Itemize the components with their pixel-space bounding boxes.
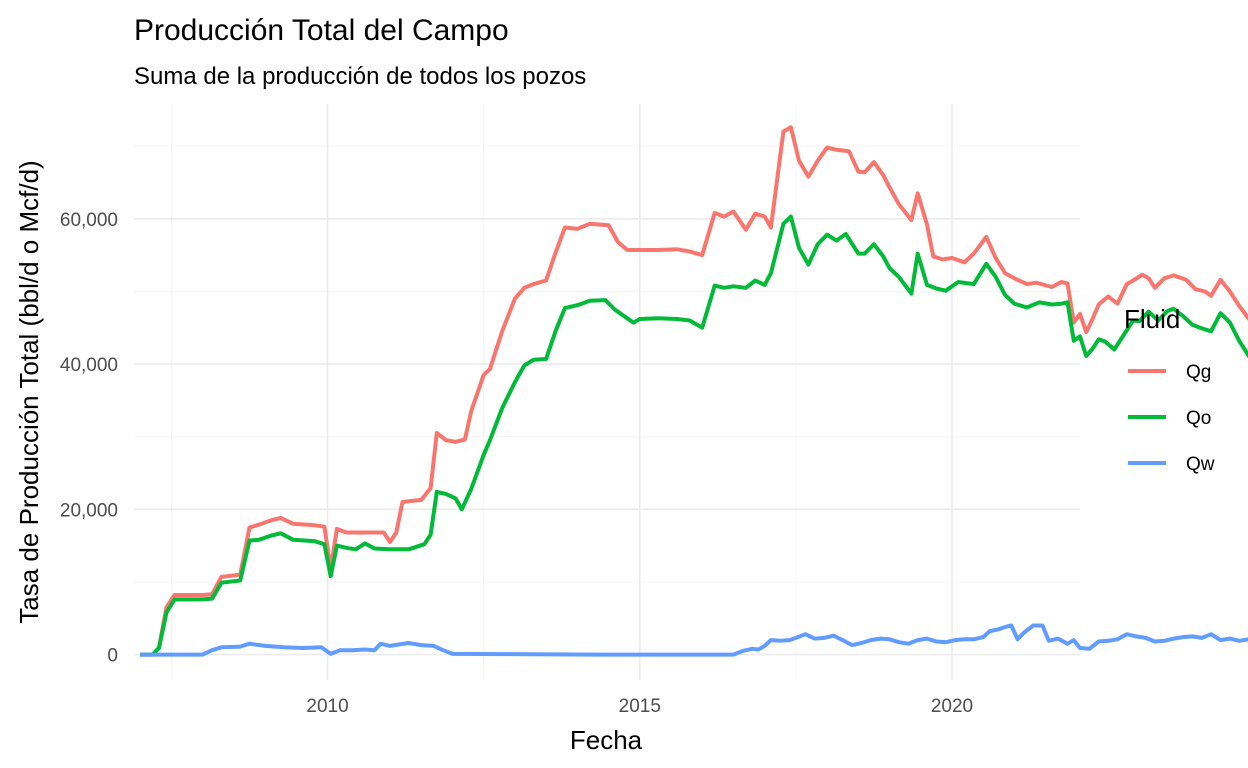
y-axis-title: Tasa de Producción Total (bbl/d o Mcf/d) [14, 160, 44, 623]
legend-label-qw: Qw [1186, 454, 1215, 475]
series-line-qo [140, 214, 1248, 657]
legend-items: Qg Qo Qw [1128, 362, 1215, 475]
plot-area [134, 104, 1248, 680]
legend: Fluid Qg Qo Qw [1124, 304, 1215, 475]
legend-title: Fluid [1124, 304, 1180, 334]
legend-label-qg: Qg [1186, 362, 1211, 383]
series-line-qg [140, 125, 1248, 657]
x-axis-ticks: 2010 2015 2020 [306, 696, 973, 717]
x-tick-label: 2010 [306, 696, 348, 717]
y-tick-label: 40,000 [60, 355, 118, 376]
grid-lines [134, 104, 1080, 680]
series-lines [140, 125, 1248, 657]
legend-label-qo: Qo [1186, 408, 1211, 429]
series-line-qw [140, 623, 1248, 657]
x-tick-label: 2015 [619, 696, 661, 717]
y-axis-ticks: 0 20,000 40,000 60,000 [60, 210, 118, 667]
y-tick-label: 0 [107, 646, 118, 667]
x-axis-title: Fecha [570, 725, 643, 755]
x-tick-label: 2020 [931, 696, 973, 717]
chart-subtitle: Suma de la producción de todos los pozos [134, 63, 586, 90]
y-tick-label: 20,000 [60, 500, 118, 521]
chart-title: Producción Total del Campo [134, 14, 509, 47]
y-tick-label: 60,000 [60, 210, 118, 231]
